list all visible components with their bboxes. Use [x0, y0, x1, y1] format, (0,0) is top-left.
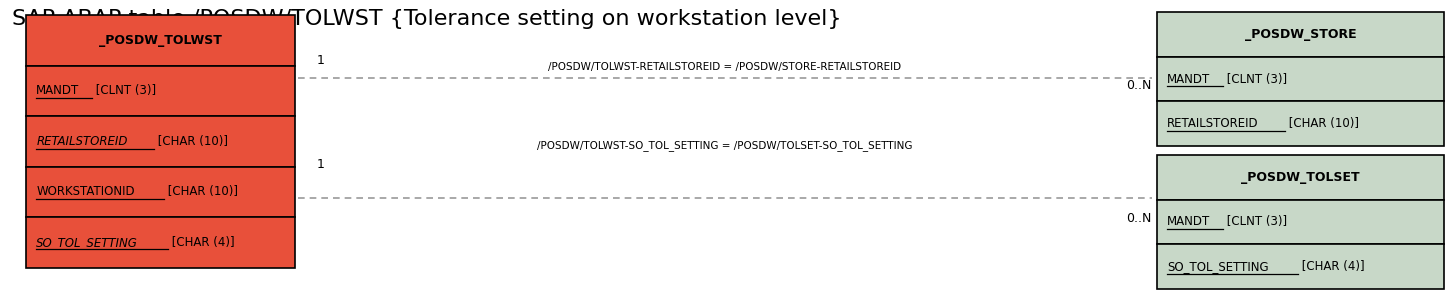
FancyBboxPatch shape [1157, 57, 1444, 101]
Text: SAP ABAP table /POSDW/TOLWST {Tolerance setting on workstation level}: SAP ABAP table /POSDW/TOLWST {Tolerance … [12, 9, 841, 29]
Text: [CHAR (4)]: [CHAR (4)] [167, 236, 234, 249]
FancyBboxPatch shape [1157, 12, 1444, 57]
Text: MANDT: MANDT [1167, 216, 1210, 228]
Text: [CLNT (3)]: [CLNT (3)] [1222, 73, 1287, 85]
Text: RETAILSTOREID: RETAILSTOREID [36, 135, 128, 148]
Text: SO_TOL_SETTING: SO_TOL_SETTING [1167, 260, 1268, 273]
Text: _POSDW_STORE: _POSDW_STORE [1245, 28, 1356, 41]
Text: [CHAR (10)]: [CHAR (10)] [1284, 117, 1359, 130]
Text: WORKSTATIONID: WORKSTATIONID [36, 185, 135, 198]
Text: _POSDW_TOLWST: _POSDW_TOLWST [99, 34, 222, 47]
Text: [CLNT (3)]: [CLNT (3)] [92, 85, 157, 97]
FancyBboxPatch shape [1157, 200, 1444, 244]
Text: SO_TOL_SETTING: SO_TOL_SETTING [36, 236, 138, 249]
FancyBboxPatch shape [26, 217, 295, 268]
FancyBboxPatch shape [1157, 101, 1444, 146]
Text: MANDT: MANDT [1167, 73, 1210, 85]
Text: [CHAR (10)]: [CHAR (10)] [154, 135, 228, 148]
Text: MANDT: MANDT [36, 85, 80, 97]
Text: [CLNT (3)]: [CLNT (3)] [1222, 216, 1287, 228]
FancyBboxPatch shape [26, 116, 295, 167]
Text: 1: 1 [317, 54, 324, 67]
Text: [CHAR (4)]: [CHAR (4)] [1298, 260, 1364, 273]
FancyBboxPatch shape [1157, 244, 1444, 289]
Text: _POSDW_TOLSET: _POSDW_TOLSET [1241, 171, 1360, 184]
FancyBboxPatch shape [26, 66, 295, 116]
Text: [CHAR (10)]: [CHAR (10)] [164, 185, 238, 198]
Text: /POSDW/TOLWST-SO_TOL_SETTING = /POSDW/TOLSET-SO_TOL_SETTING: /POSDW/TOLWST-SO_TOL_SETTING = /POSDW/TO… [538, 140, 912, 151]
Text: 1: 1 [317, 158, 324, 171]
FancyBboxPatch shape [26, 167, 295, 217]
Text: /POSDW/TOLWST-RETAILSTOREID = /POSDW/STORE-RETAILSTOREID: /POSDW/TOLWST-RETAILSTOREID = /POSDW/STO… [548, 62, 902, 72]
Text: 0..N: 0..N [1126, 79, 1151, 92]
Text: 0..N: 0..N [1126, 212, 1151, 225]
FancyBboxPatch shape [26, 15, 295, 66]
FancyBboxPatch shape [1157, 155, 1444, 200]
Text: RETAILSTOREID: RETAILSTOREID [1167, 117, 1258, 130]
